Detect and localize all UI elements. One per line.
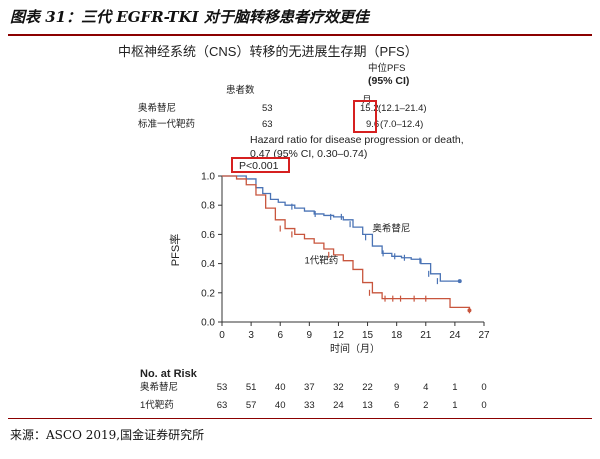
arm-patients-1: 53 <box>262 103 273 114</box>
risk-value: 63 <box>217 400 228 411</box>
x-tick-label: 24 <box>449 330 461 341</box>
y-tick-label: 0.8 <box>201 201 215 212</box>
risk-value: 6 <box>394 400 399 411</box>
median-header: 中位PFS <box>368 62 405 74</box>
arm-median-1: 15.2 <box>360 103 379 114</box>
x-tick-label: 27 <box>478 330 490 341</box>
y-tick-label: 1.0 <box>201 172 215 183</box>
y-axis-label: PFS率 <box>168 234 182 266</box>
figure-title: 图表 31：三代 EGFR-TKI 对于脑转移患者疗效更佳 <box>10 8 369 26</box>
x-tick-label: 3 <box>248 330 254 341</box>
source-rule <box>8 418 592 419</box>
arm-patients-2: 63 <box>262 119 273 130</box>
series-label-2: 1代靶药 <box>304 255 338 267</box>
risk-value: 0 <box>481 382 486 393</box>
title-rule <box>8 34 592 36</box>
x-axis-label: 时间（月） <box>330 342 380 355</box>
risk-value: 32 <box>333 382 344 393</box>
chart-title: 中枢神经系统（CNS）转移的无进展生存期（PFS） <box>118 44 418 59</box>
series-end-point-1 <box>457 279 462 284</box>
risk-value: 57 <box>246 400 257 411</box>
series-label-1: 奥希替尼 <box>372 222 410 234</box>
p-value: P<0.001 <box>239 160 279 172</box>
arm-name-1: 奥希替尼 <box>138 102 176 114</box>
risk-value: 9 <box>394 382 399 393</box>
risk-value: 33 <box>304 400 315 411</box>
hazard-line-1: Hazard ratio for disease progression or … <box>250 134 464 146</box>
x-tick-label: 21 <box>420 330 432 341</box>
y-tick-label: 0.2 <box>201 288 215 299</box>
risk-value: 51 <box>246 382 257 393</box>
x-tick-label: 9 <box>307 330 313 341</box>
pvalue-highlight-box <box>231 157 290 173</box>
risk-value: 1 <box>452 382 457 393</box>
series-line-2 <box>222 175 471 311</box>
risk-value: 2 <box>423 400 428 411</box>
patients-header: 患者数 <box>226 84 255 96</box>
risk-row-name-1: 奥希替尼 <box>140 381 178 393</box>
risk-value: 53 <box>217 382 228 393</box>
arm-ci-1: (12.1–21.4) <box>378 103 427 114</box>
risk-value: 0 <box>481 400 486 411</box>
series-line-1 <box>222 175 460 282</box>
y-tick-label: 0.6 <box>201 230 215 241</box>
risk-value: 22 <box>362 382 373 393</box>
median-unit: (95% CI) <box>368 75 409 87</box>
y-tick-label: 0.4 <box>201 259 215 270</box>
risk-value: 1 <box>452 400 457 411</box>
risk-value: 4 <box>423 382 428 393</box>
x-tick-label: 6 <box>277 330 283 341</box>
risk-value: 40 <box>275 382 286 393</box>
risk-value: 40 <box>275 400 286 411</box>
x-tick-label: 12 <box>333 330 345 341</box>
arm-ci-2: (7.0–12.4) <box>380 119 423 130</box>
x-tick-label: 15 <box>362 330 374 341</box>
y-tick-label: 0.0 <box>201 318 215 329</box>
risk-row-name-2: 1代靶药 <box>140 399 174 411</box>
risk-header: No. at Risk <box>140 368 198 380</box>
risk-value: 13 <box>362 400 373 411</box>
arm-name-2: 标准一代靶药 <box>138 118 195 130</box>
x-tick-label: 0 <box>219 330 225 341</box>
arm-median-2: 9.6 <box>366 119 379 130</box>
median-highlight-box <box>353 100 377 133</box>
x-tick-label: 18 <box>391 330 403 341</box>
source-note: 来源：ASCO 2019,国金证券研究所 <box>10 428 205 442</box>
risk-value: 24 <box>333 400 344 411</box>
series-end-point-2 <box>467 308 472 313</box>
risk-value: 37 <box>304 382 315 393</box>
